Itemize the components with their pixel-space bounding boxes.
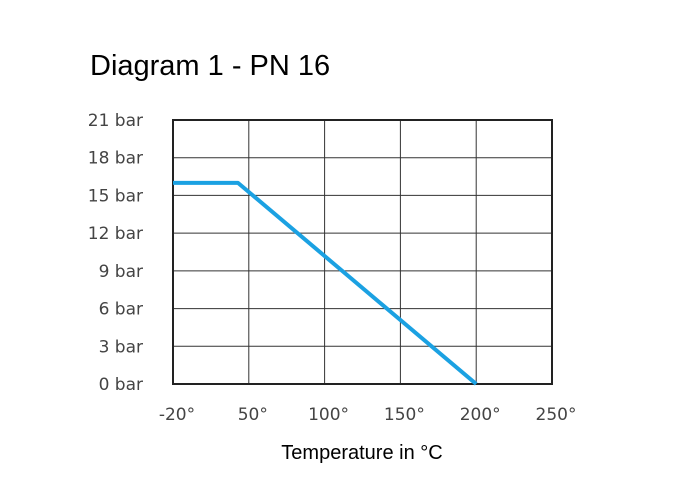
x-tick-label: 50° [238, 405, 268, 425]
x-tick-label: 200° [460, 405, 501, 425]
y-tick-label: 12 bar [88, 224, 143, 244]
chart-title: Diagram 1 - PN 16 [90, 50, 331, 82]
x-tick-label: -20° [159, 405, 195, 425]
x-axis-label: Temperature in °C [281, 442, 442, 464]
y-tick-label: 21 bar [88, 111, 143, 131]
x-tick-label: 250° [536, 405, 577, 425]
y-tick-label: 18 bar [88, 149, 143, 169]
y-tick-label: 15 bar [88, 186, 143, 206]
x-tick-label: 100° [308, 405, 349, 425]
plot-frame [172, 119, 553, 385]
y-tick-label: 9 bar [99, 262, 143, 282]
y-tick-label: 3 bar [99, 337, 143, 357]
y-tick-label: 0 bar [99, 375, 143, 395]
y-tick-label: 6 bar [99, 300, 143, 320]
x-tick-label: 150° [384, 405, 425, 425]
series-line [173, 180, 478, 386]
